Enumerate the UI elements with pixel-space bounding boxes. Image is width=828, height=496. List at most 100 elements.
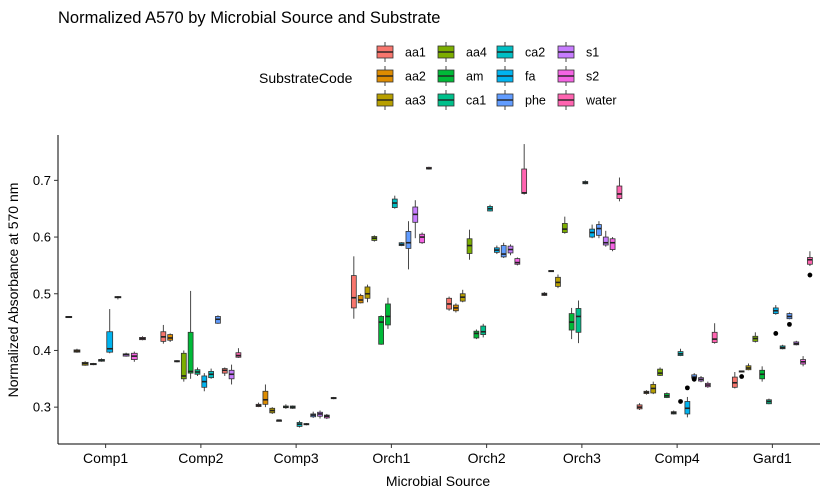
box-ca1 xyxy=(766,398,772,405)
box-water xyxy=(330,396,337,400)
box-water xyxy=(426,166,432,170)
box-body xyxy=(657,368,663,376)
box-am xyxy=(759,366,765,382)
box-phe xyxy=(691,373,698,382)
box-aa2 xyxy=(262,384,269,408)
box-aa4 xyxy=(466,229,473,260)
box-body xyxy=(473,330,480,339)
box-ca2 xyxy=(487,204,493,212)
y-axis: 0.3 0.4 0.5 0.6 0.7 xyxy=(33,135,59,444)
box-s1 xyxy=(602,230,609,247)
box-group-gard1 xyxy=(731,251,813,405)
box-ca1 xyxy=(98,358,105,362)
legend-label: aa1 xyxy=(405,46,426,60)
boxes xyxy=(65,144,813,428)
legend-label: aa2 xyxy=(405,70,426,84)
x-axis-label: Microbial Source xyxy=(386,473,490,489)
box-fa xyxy=(106,309,114,354)
box-aa1 xyxy=(636,403,643,410)
outlier-point xyxy=(739,374,745,379)
legend-item-am: am xyxy=(437,66,483,86)
box-fa xyxy=(303,423,310,426)
box-s1 xyxy=(507,244,514,256)
x-tick-label: Comp1 xyxy=(83,450,128,466)
box-body xyxy=(575,308,582,333)
box-phe xyxy=(786,312,793,327)
box-body xyxy=(500,245,507,258)
x-tick-label: Comp2 xyxy=(178,450,223,466)
legend-label: s1 xyxy=(586,46,599,60)
box-body xyxy=(180,352,187,380)
box-s1 xyxy=(793,340,800,346)
box-ca1 xyxy=(670,410,677,415)
box-aa4 xyxy=(371,235,378,242)
box-am xyxy=(385,297,391,329)
box-water xyxy=(711,323,718,344)
legend-item-phe: phe xyxy=(496,90,546,110)
legend: SubstrateCode aa1 aa2 aa3 aa4 am ca1 ca2 fa phe s… xyxy=(259,42,617,110)
outlier-point xyxy=(787,321,792,327)
box-s1 xyxy=(698,375,704,383)
box-aa1 xyxy=(541,292,548,297)
box-body xyxy=(596,224,602,236)
x-tick-label: Orch3 xyxy=(563,450,601,466)
y-tick-label: 0.3 xyxy=(33,400,51,415)
legend-label: aa4 xyxy=(466,46,487,60)
box-body xyxy=(364,286,371,299)
box-ca1 xyxy=(194,367,201,376)
box-aa2 xyxy=(357,293,364,304)
box-group-orch1 xyxy=(350,166,432,345)
box-am xyxy=(283,404,289,409)
box-aa3 xyxy=(269,407,276,414)
box-group-orch2 xyxy=(446,144,528,340)
box-phe xyxy=(310,411,317,418)
box-water xyxy=(235,348,242,358)
x-tick-label: Gard1 xyxy=(753,450,792,466)
box-body xyxy=(350,275,357,309)
box-aa3 xyxy=(81,361,89,366)
x-tick-label: Comp3 xyxy=(274,450,319,466)
box-phe xyxy=(500,242,507,259)
box-fa xyxy=(772,305,779,336)
box-ca1 xyxy=(575,300,582,344)
legend-label: s2 xyxy=(586,70,599,84)
box-fa xyxy=(684,385,691,418)
box-ca2 xyxy=(582,180,589,185)
box-s2 xyxy=(704,381,711,388)
legend-item-water: water xyxy=(557,90,617,110)
box-aa2 xyxy=(738,370,745,379)
legend-item-fa: fa xyxy=(496,66,535,86)
box-s2 xyxy=(514,257,521,266)
box-s1 xyxy=(122,352,130,357)
box-water xyxy=(521,144,528,195)
outlier-point xyxy=(678,399,683,404)
box-phe xyxy=(405,221,412,270)
legend-label: ca2 xyxy=(525,46,545,60)
box-fa xyxy=(201,373,208,392)
legend-item-s2: s2 xyxy=(557,66,599,86)
box-aa4 xyxy=(180,350,187,382)
box-body xyxy=(385,303,391,326)
legend-item-aa1: aa1 xyxy=(376,42,426,62)
outlier-point xyxy=(773,331,779,336)
legend-item-aa3: aa3 xyxy=(376,90,426,110)
legend-title: SubstrateCode xyxy=(259,70,353,86)
box-aa3 xyxy=(174,360,180,363)
box-ca2 xyxy=(296,420,303,428)
box-aa1 xyxy=(65,316,73,319)
x-tick-label: Orch1 xyxy=(372,450,410,466)
box-body xyxy=(262,390,269,405)
box-group-comp4 xyxy=(636,323,718,418)
box-am xyxy=(187,290,194,379)
box-aa3 xyxy=(459,289,466,303)
box-s2 xyxy=(419,232,425,244)
box-body xyxy=(602,236,609,246)
box-am xyxy=(664,392,670,399)
box-am xyxy=(378,315,384,345)
box-phe xyxy=(215,315,221,324)
box-s1 xyxy=(412,200,419,239)
box-aa1 xyxy=(446,296,452,311)
box-aa4 xyxy=(752,332,759,343)
box-aa1 xyxy=(160,324,167,344)
y-tick-label: 0.7 xyxy=(33,173,51,188)
